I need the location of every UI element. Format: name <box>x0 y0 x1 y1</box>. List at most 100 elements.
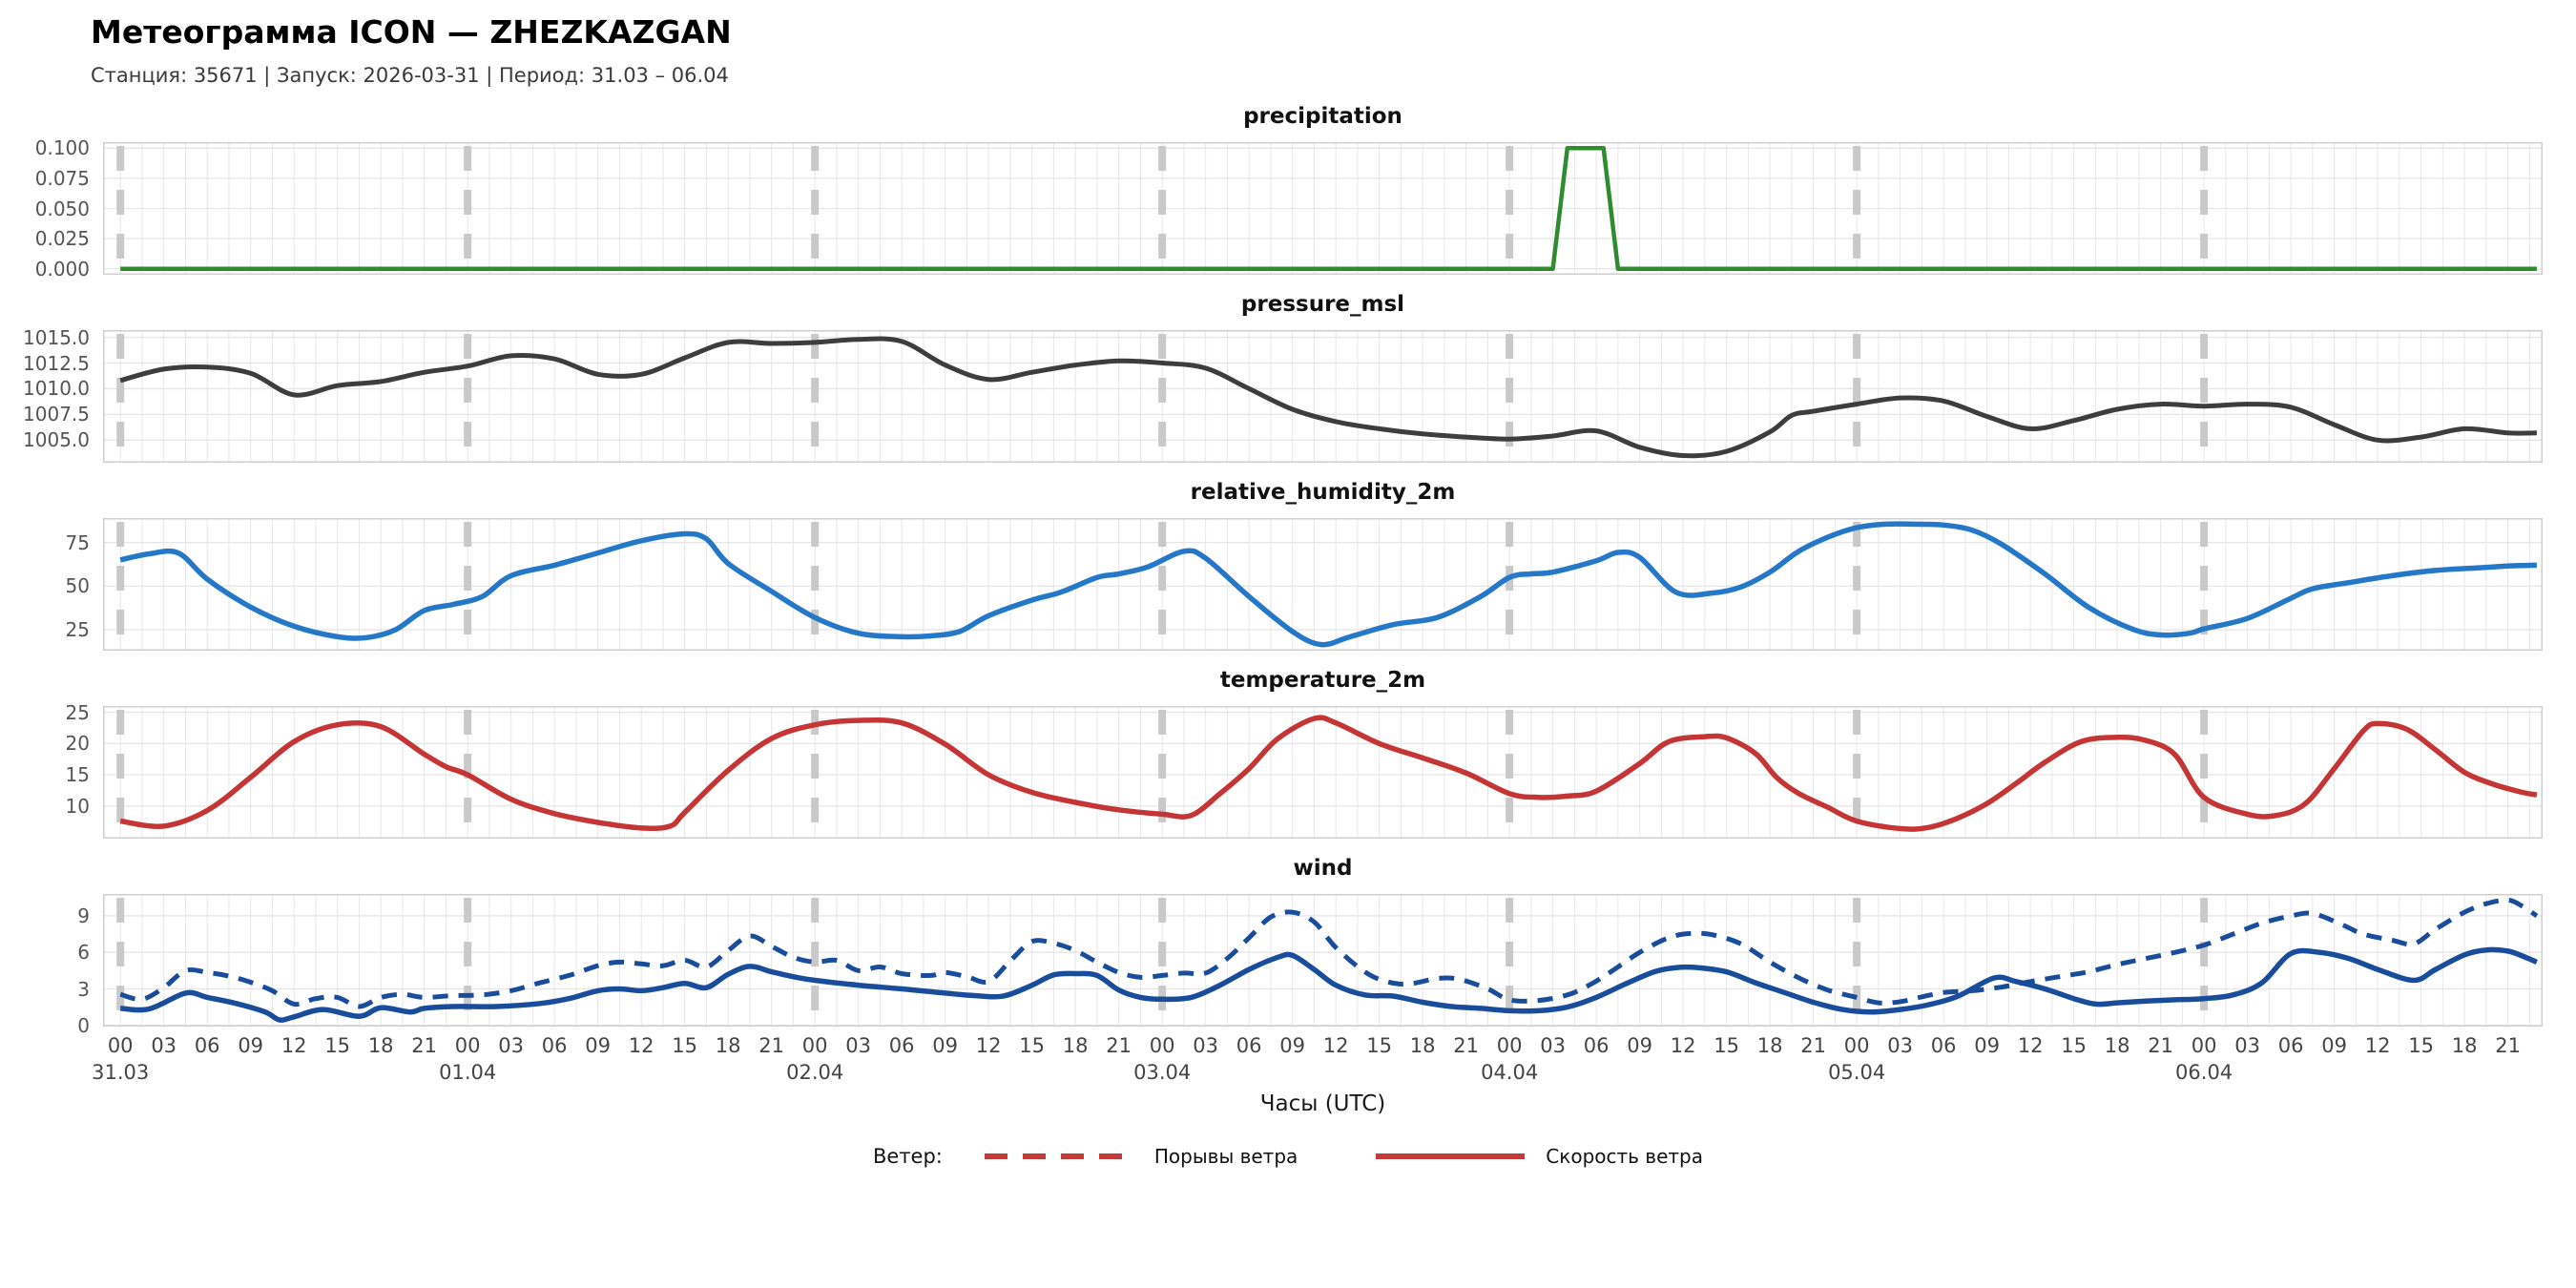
y-tick-labels-temperature_2m: 10 15 20 25 <box>0 701 95 839</box>
panel-precipitation: precipitation 0.000 0.025 0.050 0.075 0.100 <box>0 104 2576 280</box>
plot-wind <box>103 894 2543 1027</box>
y-tick: 0.075 <box>34 166 90 190</box>
x-tick-hour: 18 <box>1756 1034 1783 1057</box>
x-tick-hour: 03 <box>1193 1034 1219 1057</box>
header: Метеограмма ICON — ZHEZKAZGAN Станция: 3… <box>0 0 2576 87</box>
y-tick: 3 <box>77 977 90 1001</box>
x-tick-hour: 03 <box>1887 1034 1913 1057</box>
y-tick: 0 <box>77 1013 90 1037</box>
x-tick-hour: 18 <box>2104 1034 2130 1057</box>
x-tick-hour: 00 <box>2191 1034 2217 1057</box>
page-title: Метеограмма ICON — ZHEZKAZGAN <box>91 13 732 51</box>
x-tick-day: 31.03 <box>92 1061 150 1084</box>
y-tick-labels-relative_humidity_2m: 25 50 75 <box>0 518 95 651</box>
panel-title-pressure_msl: pressure_msl <box>1240 292 1405 317</box>
x-tick-hour: 18 <box>2451 1034 2478 1057</box>
x-tick-hour: 12 <box>2017 1034 2044 1057</box>
x-tick-hour: 15 <box>1366 1034 1393 1057</box>
x-tick-hour: 00 <box>107 1034 134 1057</box>
x-tick-hour: 09 <box>1974 1034 2000 1057</box>
x-tick-hour: 12 <box>1322 1034 1349 1057</box>
x-tick-hour: 06 <box>888 1034 915 1057</box>
x-tick-hour: 15 <box>2061 1034 2087 1057</box>
x-tick-day: 02.04 <box>786 1061 844 1084</box>
x-tick-hour: 00 <box>1149 1034 1175 1057</box>
x-tick-hour: 12 <box>975 1034 1002 1057</box>
precipitation-line <box>120 146 2537 271</box>
x-tick-hour: 21 <box>1800 1034 1826 1057</box>
y-tick: 25 <box>65 618 90 642</box>
legend-dashed-swatch <box>983 1148 1135 1166</box>
wind-line <box>120 946 2538 1023</box>
x-tick-hour: 12 <box>280 1034 307 1057</box>
y-tick: 1007.5 <box>23 403 90 426</box>
x-tick-hour: 12 <box>1670 1034 1696 1057</box>
x-tick-hour: 18 <box>715 1034 741 1057</box>
legend-label-speed: Скорость ветра <box>1546 1145 1703 1168</box>
y-tick-labels-pressure_msl: 1005.0 1007.5 1010.0 1012.5 1015.0 <box>0 326 95 463</box>
x-tick-day: 01.04 <box>439 1061 497 1084</box>
x-tick-hour: 18 <box>1409 1034 1436 1057</box>
y-tick: 1015.0 <box>23 325 90 349</box>
x-tick-hour: 00 <box>801 1034 828 1057</box>
x-tick-hour: 21 <box>2148 1034 2173 1057</box>
x-tick-hour: 03 <box>151 1034 177 1057</box>
x-tick-hour: 00 <box>1843 1034 1870 1057</box>
x-tick-hour: 03 <box>845 1034 872 1057</box>
y-tick-labels-precipitation: 0.000 0.025 0.050 0.075 0.100 <box>0 136 95 280</box>
y-tick: 25 <box>65 700 90 724</box>
x-tick-hour: 06 <box>1236 1034 1262 1057</box>
legend-title: Ветер: <box>873 1145 943 1168</box>
x-tick-hour: 03 <box>1540 1034 1567 1057</box>
x-tick-day: 03.04 <box>1133 1061 1192 1084</box>
panel-relative_humidity_2m: relative_humidity_2m 25 50 75 <box>0 480 2576 651</box>
y-tick: 1010.0 <box>23 377 90 401</box>
pressure_msl-line <box>119 336 2537 459</box>
x-tick-day: 06.04 <box>2175 1061 2233 1084</box>
x-tick-hour: 15 <box>1019 1034 1046 1057</box>
x-tick-hour: 06 <box>2277 1034 2304 1057</box>
plot-pressure_msl <box>103 330 2543 463</box>
x-tick-hour: 09 <box>1627 1034 1652 1057</box>
y-tick: 1012.5 <box>23 351 90 375</box>
x-tick-hour: 12 <box>2364 1034 2391 1057</box>
x-tick-hour: 09 <box>932 1034 959 1057</box>
y-tick: 9 <box>77 904 90 927</box>
x-tick-hour: 06 <box>1930 1034 1957 1057</box>
x-tick-hour: 00 <box>454 1034 481 1057</box>
x-tick-hour: 09 <box>1279 1034 1306 1057</box>
plot-temperature_2m <box>103 706 2543 839</box>
legend: Ветер: Порывы ветра Скорость ветра <box>0 1145 2576 1168</box>
temperature_2m-line <box>119 715 2538 832</box>
x-tick-hour: 09 <box>585 1034 612 1057</box>
x-tick-day: 04.04 <box>1481 1061 1539 1084</box>
y-tick: 20 <box>65 732 90 756</box>
x-tick-hour: 15 <box>1714 1034 1739 1057</box>
y-tick: 0.000 <box>34 257 90 280</box>
panel-title-temperature_2m: temperature_2m <box>1219 668 1426 693</box>
panel-wind: wind 0 3 6 9 <box>0 856 2576 1037</box>
y-tick: 1005.0 <box>23 428 90 452</box>
x-tick-hour: 15 <box>324 1034 351 1057</box>
y-tick-labels-wind: 0 3 6 9 <box>0 894 95 1037</box>
x-tick-hour: 21 <box>2495 1034 2521 1057</box>
x-tick-hour: 21 <box>758 1034 785 1057</box>
plot-precipitation <box>103 142 2543 275</box>
y-tick: 75 <box>65 530 90 554</box>
x-tick-hour: 03 <box>2234 1034 2260 1057</box>
x-tick-hour: 06 <box>541 1034 568 1057</box>
y-tick: 10 <box>65 794 90 818</box>
y-tick: 6 <box>77 941 90 965</box>
relative_humidity_2m-line <box>119 521 2537 648</box>
x-tick-hour: 15 <box>672 1034 698 1057</box>
charts-container: precipitation 0.000 0.025 0.050 0.075 0.100 pr… <box>0 104 2576 1037</box>
panel-title-relative_humidity_2m: relative_humidity_2m <box>1190 480 1456 505</box>
x-tick-hour: 12 <box>628 1034 654 1057</box>
x-tick-hour: 18 <box>1062 1034 1089 1057</box>
x-axis: 00 03 06 09 12 15 18 21 00 03 06 09 12 15 18 21 00 03 06 09… <box>0 1032 2576 1088</box>
x-tick-hour: 06 <box>1583 1034 1610 1057</box>
x-axis-label: Часы (UTC) <box>1259 1091 1386 1116</box>
legend-label-gusts: Порывы ветра <box>1153 1145 1298 1168</box>
plot-relative_humidity_2m <box>103 518 2543 651</box>
x-tick-hour: 00 <box>1496 1034 1523 1057</box>
